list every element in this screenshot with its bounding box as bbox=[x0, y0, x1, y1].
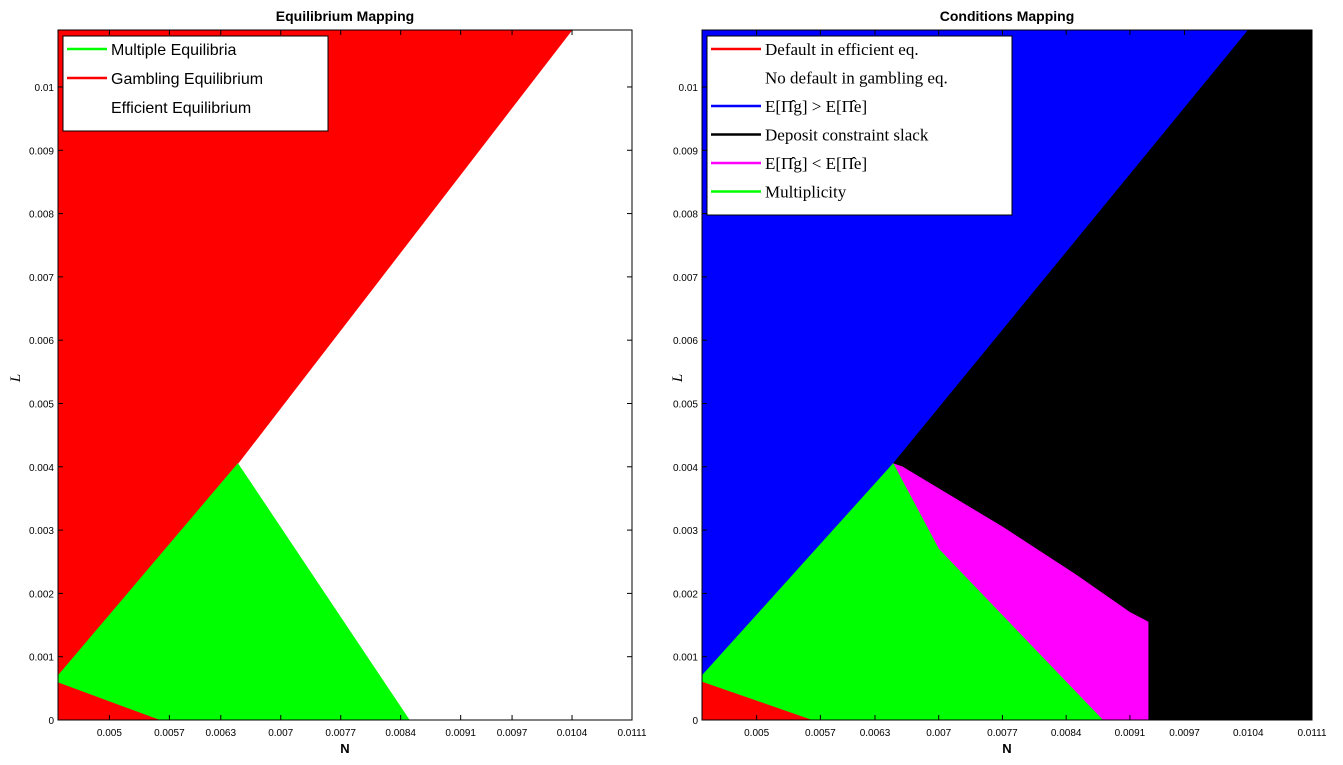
x-tick-label: 0.0104 bbox=[1233, 728, 1264, 739]
y-tick-label: 0.002 bbox=[673, 589, 698, 600]
legend-label-4: Multiplicity bbox=[765, 183, 847, 202]
x-tick-label: 0.0063 bbox=[860, 728, 891, 739]
y-tick-label: 0.008 bbox=[29, 210, 54, 221]
x-axis-label: N bbox=[340, 741, 349, 756]
x-tick-label: 0.0057 bbox=[154, 728, 185, 739]
x-tick-label: 0.0091 bbox=[445, 728, 476, 739]
y-tick-label: 0.004 bbox=[673, 463, 698, 474]
x-tick-label: 0.005 bbox=[97, 728, 122, 739]
y-tick-label: 0.002 bbox=[29, 589, 54, 600]
legend: Multiple Equilibria Gambling Equilibrium E… bbox=[63, 36, 328, 131]
chart-title: Conditions Mapping bbox=[940, 8, 1075, 24]
legend-label-1: Gambling Equilibrium bbox=[111, 71, 263, 88]
y-tick-label: 0.001 bbox=[673, 653, 698, 664]
x-tick-label: 0.0111 bbox=[617, 728, 647, 739]
y-axis-label: L bbox=[672, 374, 686, 383]
x-tick-label: 0.0104 bbox=[557, 728, 588, 739]
x-tick-label: 0.0097 bbox=[497, 728, 528, 739]
y-tick-label: 0.007 bbox=[673, 273, 698, 284]
equilibrium-mapping-chart: 0.005 0.0057 0.0063 0.007 0.0077 0.0084 0.0091… bbox=[0, 0, 672, 765]
legend-label-0: Multiple Equilibria bbox=[111, 42, 236, 59]
y-tick-label: 0.01 bbox=[679, 83, 699, 94]
legend: Default in efficient eq. No default in ga… bbox=[707, 36, 1012, 215]
y-tick-label: 0.003 bbox=[673, 526, 698, 537]
x-tick-label: 0.005 bbox=[744, 728, 769, 739]
x-tick-label: 0.0057 bbox=[805, 728, 836, 739]
y-tick-label: 0.009 bbox=[673, 146, 698, 157]
y-tick-label: 0.006 bbox=[673, 336, 698, 347]
x-tick-label: 0.007 bbox=[268, 728, 293, 739]
y-tick-label: 0.005 bbox=[29, 399, 54, 410]
x-tick-label: 0.0097 bbox=[1169, 728, 1200, 739]
legend-label-2: Deposit constraint slack bbox=[765, 126, 929, 145]
x-tick-label: 0.0077 bbox=[325, 728, 356, 739]
conditions-mapping-chart: 0.005 0.0057 0.0063 0.007 0.0077 0.0084 0.0091… bbox=[672, 0, 1343, 765]
x-tick-label: 0.0063 bbox=[205, 728, 236, 739]
x-tick-label: 0.0091 bbox=[1115, 728, 1146, 739]
x-axis-label: N bbox=[1002, 741, 1011, 756]
y-tick-label: 0.01 bbox=[35, 83, 55, 94]
y-tick-label: 0.009 bbox=[29, 146, 54, 157]
y-tick-label: 0.001 bbox=[29, 653, 54, 664]
x-tick-label: 0.0111 bbox=[1297, 728, 1327, 739]
legend-label-2: Efficient Equilibrium bbox=[111, 100, 251, 117]
x-tick-label: 0.0084 bbox=[1051, 728, 1082, 739]
y-tick-label: 0.006 bbox=[29, 336, 54, 347]
x-tick-label: 0.007 bbox=[926, 728, 951, 739]
legend-label-1: E[Π̂g] > E[Π̂e] bbox=[765, 97, 867, 116]
legend-label-0-line2: No default in gambling eq. bbox=[765, 69, 948, 88]
x-tick-label: 0.0084 bbox=[385, 728, 416, 739]
plot-regions bbox=[58, 30, 572, 720]
x-tick-label: 0.0077 bbox=[987, 728, 1018, 739]
y-tick-label: 0.007 bbox=[29, 273, 54, 284]
y-tick-label: 0.004 bbox=[29, 463, 54, 474]
y-axis-label: L bbox=[8, 374, 24, 383]
legend-label-3: E[Π̂g] < E[Π̂e] bbox=[765, 154, 867, 173]
y-tick-label: 0.005 bbox=[673, 399, 698, 410]
y-tick-label: 0.003 bbox=[29, 526, 54, 537]
y-tick-label: 0.008 bbox=[673, 210, 698, 221]
y-tick-label: 0 bbox=[48, 716, 54, 727]
chart-title: Equilibrium Mapping bbox=[276, 8, 414, 24]
y-tick-label: 0 bbox=[692, 716, 698, 727]
legend-label-0: Default in efficient eq. bbox=[765, 40, 919, 59]
